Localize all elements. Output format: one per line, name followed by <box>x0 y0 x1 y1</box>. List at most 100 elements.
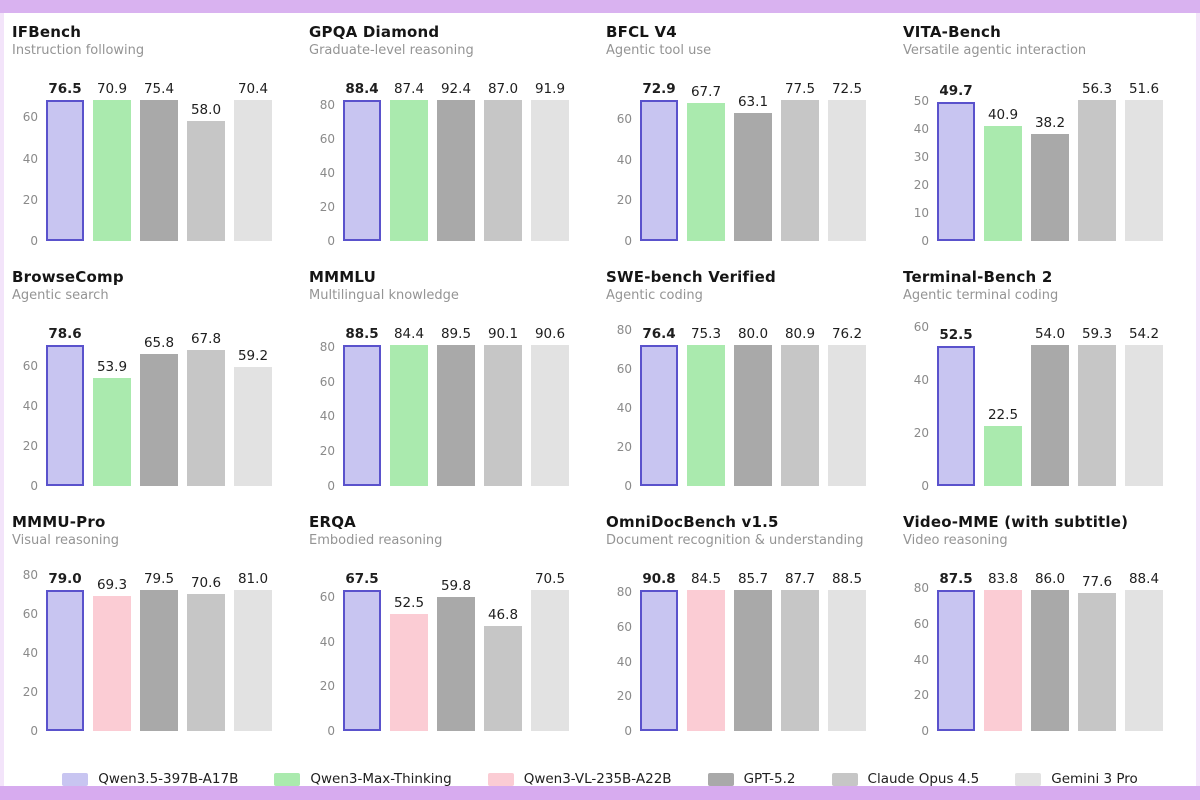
bar-qwen3-5-397b-a17b <box>937 346 975 486</box>
chart-title: SWE-bench Verified <box>606 268 776 286</box>
bar-claude-opus-4-5 <box>187 121 225 241</box>
chart-title: Terminal-Bench 2 <box>903 268 1053 286</box>
y-axis-ticks: 0 20 40 60 80 <box>309 326 335 493</box>
legend-label: Qwen3.5-397B-A17B <box>98 771 239 787</box>
bar-gemini-3-pro <box>531 100 569 241</box>
y-tick-label: 0 <box>921 724 929 738</box>
bar-value-label: 22.5 <box>987 407 1019 424</box>
y-axis-ticks: 0 20 40 60 80 <box>606 571 632 738</box>
bar-claude-opus-4-5 <box>1078 592 1116 731</box>
chart-gpqa-diamond: GPQA Diamond Graduate-level reasoning 0 20 4… <box>309 19 594 264</box>
bar-claude-opus-4-5 <box>1078 345 1116 486</box>
y-axis-ticks: 0 20 40 60 <box>903 320 929 493</box>
bar-value-label: 87.4 <box>393 81 425 97</box>
bar-group-gemini-3-pro: 59.2 <box>234 326 272 486</box>
bar-group-qwen3-5-397b-a17b: 88.4 <box>343 81 381 241</box>
bar-value-label: 70.9 <box>96 81 128 97</box>
bar-value-label: 70.5 <box>534 571 566 587</box>
legend-item-gpt-5-2: GPT-5.2 <box>707 771 796 787</box>
y-tick-label: 80 <box>319 339 335 354</box>
y-tick-label: 80 <box>616 585 632 600</box>
chart-subtitle: Agentic tool use <box>606 43 712 58</box>
y-tick-label: 0 <box>327 234 335 248</box>
bar-gpt-5-2 <box>734 590 772 731</box>
bar-value-label: 59.8 <box>440 578 472 595</box>
legend-swatch-icon <box>487 772 514 786</box>
bar-value-label: 72.5 <box>831 81 863 97</box>
bar-gpt-5-2 <box>1031 590 1069 731</box>
bar-value-label: 51.6 <box>1128 81 1160 97</box>
bar-value-label: 84.5 <box>690 571 722 587</box>
bar-value-label: 54.0 <box>1034 326 1066 342</box>
plot-area: 0 20 40 60 52.5 22.5 54.0 59.3 54.2 <box>903 320 1188 493</box>
plot-area: 0 20 40 60 80 87.5 83.8 86.0 77.6 88.4 <box>903 571 1188 738</box>
bar-value-label: 86.0 <box>1034 571 1066 587</box>
bar-qwen3-vl-235b-a22b <box>984 590 1022 731</box>
chart-browsecomp: BrowseComp Agentic search 0 20 40 60 78.6 53.9 6… <box>12 264 297 509</box>
chart-title: BrowseComp <box>12 268 124 286</box>
bar-group-gpt-5-2: 89.5 <box>437 326 475 486</box>
bar-value-label: 75.3 <box>690 326 722 342</box>
bar-group-claude-opus-4-5: 87.0 <box>484 81 522 241</box>
plot-area: 0 20 40 60 72.9 67.7 63.1 77.5 72.5 <box>606 81 891 248</box>
chart-title: BFCL V4 <box>606 23 677 41</box>
y-axis-ticks: 0 20 40 60 80 <box>903 571 929 738</box>
y-tick-label: 40 <box>319 634 335 649</box>
bar-group-qwen3-vl-235b-a22b: 83.8 <box>984 571 1022 731</box>
bars: 88.4 87.4 92.4 87.0 91.9 <box>343 81 569 241</box>
bar-value-label: 67.5 <box>345 571 379 587</box>
bar-qwen3-max-thinking <box>93 377 131 486</box>
legend-label: Gemini 3 Pro <box>1051 771 1138 787</box>
legend-swatch-icon <box>62 772 89 786</box>
y-tick-label: 80 <box>22 568 38 583</box>
bar-value-label: 87.7 <box>784 571 816 587</box>
bar-value-label: 89.5 <box>440 326 472 342</box>
plot-area: 0 20 40 60 80 88.4 87.4 92.4 87.0 91.9 <box>309 81 594 248</box>
bars: 67.5 52.5 59.8 46.8 70.5 <box>343 571 569 731</box>
bar-value-label: 87.5 <box>939 571 973 587</box>
bar-group-qwen3-max-thinking: 22.5 <box>984 326 1022 486</box>
y-axis-ticks: 0 20 40 60 <box>12 326 38 493</box>
frame-right-edge <box>1196 0 1200 800</box>
bar-group-gpt-5-2: 54.0 <box>1031 326 1069 486</box>
bar-gpt-5-2 <box>734 112 772 241</box>
legend: Qwen3.5-397B-A17B Qwen3-Max-Thinking Qwen3… <box>12 766 1188 792</box>
bar-group-gpt-5-2: 63.1 <box>734 81 772 241</box>
bar-group-gemini-3-pro: 54.2 <box>1125 326 1163 486</box>
plot-area: 0 20 40 60 80 88.5 84.4 89.5 90.1 90.6 <box>309 326 594 493</box>
bar-value-label: 88.4 <box>1128 571 1160 587</box>
bars: 76.5 70.9 75.4 58.0 70.4 <box>46 81 272 241</box>
bar-value-label: 88.5 <box>831 571 863 587</box>
chart-mmmu-pro: MMMU-Pro Visual reasoning 0 20 40 60 80 79.0 69.… <box>12 509 297 754</box>
y-tick-label: 20 <box>22 685 38 700</box>
bar-group-qwen3-vl-235b-a22b: 52.5 <box>390 571 428 731</box>
chart-swe-bench-verified: SWE-bench Verified Agentic coding 0 20 40 60 8… <box>606 264 891 509</box>
bar-group-qwen3-max-thinking: 67.7 <box>687 81 725 241</box>
bar-gemini-3-pro <box>531 590 569 731</box>
bar-group-gpt-5-2: 86.0 <box>1031 571 1069 731</box>
plot-area: 0 20 40 60 78.6 53.9 65.8 67.8 59.2 <box>12 326 297 493</box>
bar-qwen3-vl-235b-a22b <box>93 596 131 731</box>
bar-gemini-3-pro <box>1125 100 1163 241</box>
bar-value-label: 52.5 <box>393 594 425 611</box>
bar-group-gemini-3-pro: 51.6 <box>1125 81 1163 241</box>
chart-subtitle: Versatile agentic interaction <box>903 43 1087 58</box>
y-tick-label: 80 <box>319 97 335 112</box>
y-tick-label: 60 <box>319 589 335 604</box>
bar-value-label: 91.9 <box>534 81 566 97</box>
bar-qwen3-5-397b-a17b <box>46 590 84 731</box>
y-tick-label: 20 <box>22 438 38 453</box>
y-tick-label: 40 <box>616 401 632 416</box>
bar-group-gpt-5-2: 38.2 <box>1031 81 1069 241</box>
bar-group-qwen3-max-thinking: 84.4 <box>390 326 428 486</box>
bar-value-label: 40.9 <box>987 107 1019 124</box>
bar-group-qwen3-max-thinking: 87.4 <box>390 81 428 241</box>
bar-value-label: 80.0 <box>737 326 769 342</box>
bar-value-label: 75.4 <box>143 81 175 97</box>
bar-group-gemini-3-pro: 88.5 <box>828 571 866 731</box>
bar-group-qwen3-5-397b-a17b: 49.7 <box>937 81 975 241</box>
bar-gemini-3-pro <box>234 100 272 241</box>
bar-value-label: 79.0 <box>48 571 82 587</box>
y-tick-label: 50 <box>913 93 929 108</box>
y-tick-label: 0 <box>624 234 632 248</box>
